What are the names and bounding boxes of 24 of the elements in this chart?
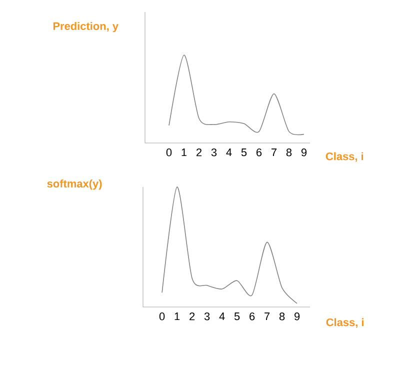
x-tick-label: 0: [166, 148, 172, 156]
x-tick-label: 4: [219, 312, 225, 320]
x-tick-label: 1: [174, 312, 180, 320]
x-tick-label: 0: [159, 312, 165, 320]
x-tick-label: 4: [226, 148, 232, 156]
x-tick-label: 9: [294, 312, 300, 320]
y-axis-title: softmax(y): [47, 179, 102, 190]
x-tick-label: 3: [211, 148, 217, 156]
x-tick-label: 6: [250, 312, 255, 320]
x-tick-label: 5: [241, 148, 247, 156]
y-axis-title: Prediction, y: [53, 22, 118, 32]
x-tick-label: 8: [286, 148, 292, 156]
x-tick-label: 2: [190, 312, 195, 320]
x-tick-label: 5: [234, 312, 240, 320]
x-tick-label: 3: [204, 312, 210, 320]
x-tick-label: 9: [301, 148, 307, 156]
x-tick-label: 2: [196, 148, 202, 156]
x-tick-label: 7: [272, 148, 276, 156]
x-tick-label: 6: [256, 148, 262, 156]
x-tick-label: 8: [279, 312, 285, 320]
x-axis-title: Class, i: [326, 318, 364, 328]
x-tick-label: 1: [182, 148, 187, 156]
x-axis-title: Class, i: [326, 152, 364, 162]
x-tick-label: 7: [264, 312, 270, 320]
